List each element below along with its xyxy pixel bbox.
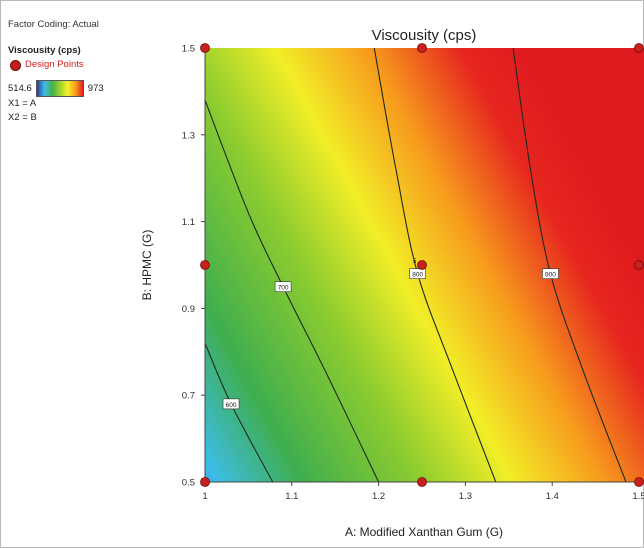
design-point [201, 44, 210, 53]
y-tick-label: 1.1 [182, 217, 195, 228]
y-axis-title: B: HPMC (G) [140, 230, 154, 301]
contour-label-600: 600 [226, 402, 237, 409]
x-tick-label: 1.3 [459, 491, 472, 502]
contour-label-800: 800 [412, 272, 423, 279]
x-tick-label: 1 [202, 491, 207, 502]
y-tick-label: 0.9 [182, 304, 195, 315]
design-point [418, 478, 427, 487]
contour-label-900: 900 [545, 272, 556, 279]
y-tick-label: 0.5 [182, 478, 195, 489]
y-tick-label: 1.5 [182, 44, 195, 55]
design-point [635, 261, 644, 270]
x-axis-title: A: Modified Xanthan Gum (G) [345, 525, 503, 539]
x-tick-label: 1.2 [372, 491, 385, 502]
design-point [201, 478, 210, 487]
design-point [635, 44, 644, 53]
design-point [201, 261, 210, 270]
y-tick-label: 0.7 [182, 391, 195, 402]
x-tick-label: 1.1 [285, 491, 298, 502]
x-tick-label: 1.4 [546, 491, 559, 502]
design-point [418, 44, 427, 53]
contour-label-700: 700 [278, 285, 289, 292]
y-tick-label: 1.3 [182, 130, 195, 141]
x-tick-label: 1.5 [632, 491, 644, 502]
design-point [635, 478, 644, 487]
design-point [418, 261, 427, 270]
chart-title: Viscousity (cps) [372, 27, 477, 44]
